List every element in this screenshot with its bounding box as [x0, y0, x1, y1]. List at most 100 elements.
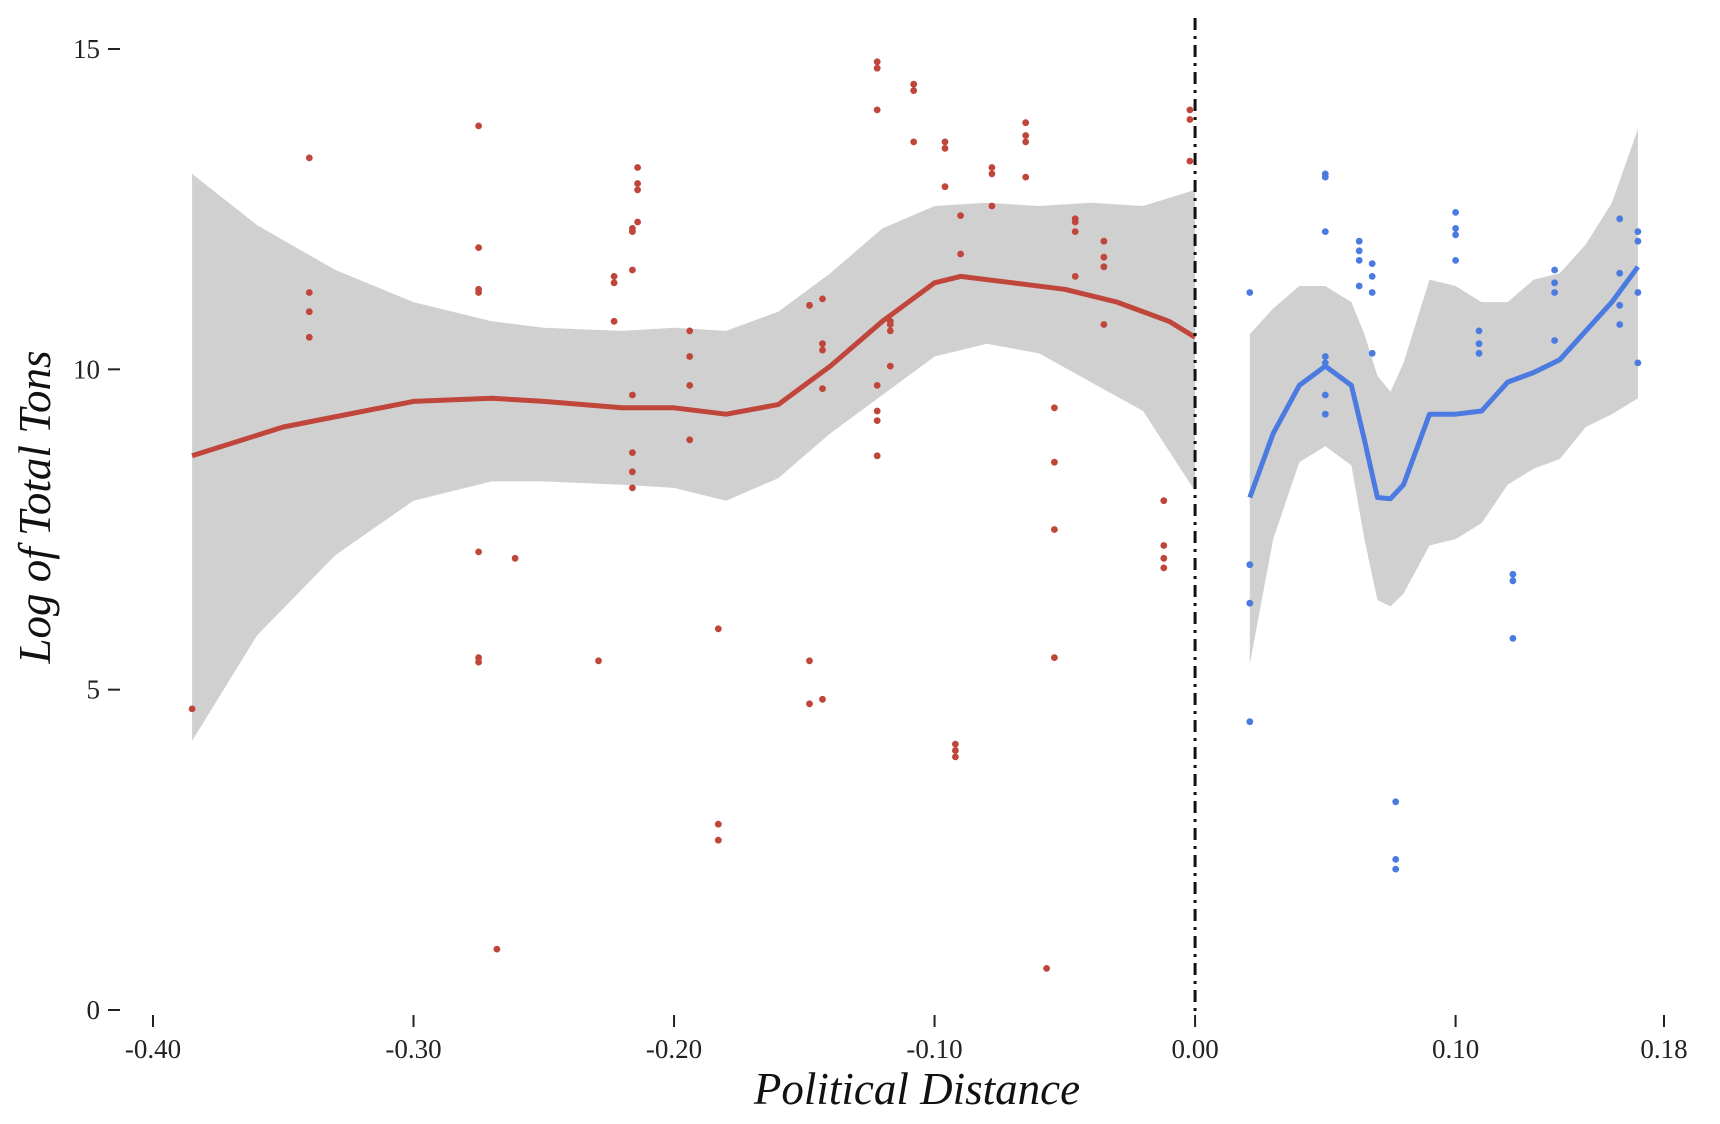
data-point [610, 279, 618, 287]
data-point [493, 945, 501, 953]
fit-line-series-1 [1247, 265, 1640, 502]
y-tick-label: 5 [87, 675, 101, 705]
data-point [1355, 257, 1363, 264]
x-tick-label: -0.40 [125, 1034, 181, 1064]
data-point [475, 244, 482, 252]
data-point [714, 820, 722, 828]
data-point [1634, 228, 1642, 236]
data-point [886, 327, 894, 335]
data-point [1321, 228, 1329, 236]
data-point [1022, 173, 1030, 181]
data-point [1246, 561, 1254, 569]
data-point [629, 468, 636, 476]
data-point [1368, 260, 1376, 267]
data-point [952, 753, 959, 761]
data-point [610, 273, 618, 280]
data-point [1022, 119, 1030, 127]
data-point [1634, 359, 1642, 367]
data-point [1355, 247, 1363, 255]
data-point [1051, 526, 1058, 533]
data-point [819, 340, 826, 348]
data-point [1246, 599, 1254, 607]
data-point [1392, 798, 1400, 806]
data-point [1551, 289, 1558, 296]
x-tick-label: 0.18 [1640, 1034, 1687, 1064]
data-point [941, 138, 949, 146]
data-point [1160, 542, 1168, 549]
data-point [819, 385, 826, 392]
data-point [873, 382, 881, 389]
data-point [886, 362, 894, 370]
confidence-band-series-1 [1249, 129, 1638, 665]
data-point [1022, 138, 1030, 146]
data-point [1475, 349, 1483, 357]
data-point [1509, 635, 1517, 642]
data-point [873, 407, 881, 415]
data-point [1368, 273, 1376, 280]
data-point [1616, 321, 1624, 328]
data-point [1100, 321, 1108, 328]
data-point [1160, 497, 1168, 505]
data-point [910, 138, 918, 146]
data-point [1616, 269, 1624, 277]
confidence-bands [192, 129, 1638, 741]
data-point [910, 87, 918, 94]
data-point [1355, 282, 1363, 290]
data-point [819, 346, 826, 354]
data-point [1551, 266, 1558, 274]
data-point [1509, 570, 1517, 578]
data-point [1452, 257, 1459, 264]
data-point [686, 353, 694, 360]
data-point [1392, 856, 1400, 863]
data-points [188, 58, 1642, 972]
data-point [188, 705, 196, 713]
data-point [1321, 353, 1329, 360]
data-point [1551, 279, 1558, 287]
fit-line-0 [191, 273, 1197, 459]
data-point [511, 554, 519, 562]
data-point [686, 382, 694, 389]
data-point [1616, 215, 1624, 223]
data-point [806, 301, 813, 309]
data-point [1186, 106, 1194, 114]
data-point [873, 106, 881, 114]
data-point [305, 333, 313, 341]
data-point [886, 321, 894, 328]
data-point [988, 164, 996, 171]
y-axis-title: Log of Total Tons [10, 350, 60, 664]
data-point [957, 250, 964, 258]
data-point [941, 183, 949, 191]
data-point [1634, 289, 1642, 296]
data-point [1160, 564, 1168, 572]
x-tick-label: -0.10 [906, 1034, 962, 1064]
data-point [714, 836, 722, 844]
data-point [305, 154, 313, 162]
data-point [1071, 273, 1079, 280]
data-point [1509, 577, 1517, 585]
data-point [1475, 327, 1483, 335]
data-point [1452, 209, 1459, 216]
data-point [1186, 116, 1194, 123]
data-point [686, 436, 694, 444]
data-point [806, 657, 813, 665]
data-point [819, 695, 826, 703]
y-tick-label: 15 [73, 34, 100, 64]
data-point [1368, 289, 1376, 296]
data-point [952, 747, 959, 754]
data-point [873, 452, 881, 460]
data-point [1634, 237, 1642, 245]
y-tick-label: 10 [73, 354, 100, 384]
x-axis-title: Political Distance [753, 1064, 1080, 1114]
x-tick-label: -0.30 [385, 1034, 441, 1064]
data-point [305, 308, 313, 316]
data-point [1475, 340, 1483, 348]
data-point [1551, 337, 1558, 344]
data-point [873, 64, 881, 72]
data-point [1321, 410, 1329, 418]
data-point [873, 58, 881, 66]
data-point [1452, 231, 1459, 239]
x-tick-label: 0.10 [1432, 1034, 1479, 1064]
x-tick-label: 0.00 [1171, 1034, 1218, 1064]
data-point [1368, 349, 1376, 357]
